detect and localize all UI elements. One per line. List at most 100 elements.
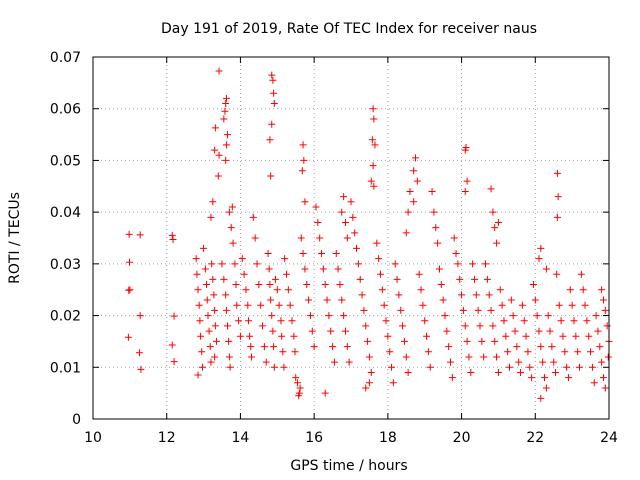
data-point	[203, 281, 211, 289]
data-point	[535, 255, 543, 263]
data-point	[270, 100, 278, 108]
y-tick-label: 0.02	[50, 309, 81, 325]
data-point	[542, 265, 550, 273]
data-point	[347, 198, 355, 206]
data-point	[362, 384, 370, 392]
data-point	[266, 136, 274, 144]
data-point	[596, 343, 604, 351]
data-point	[465, 353, 473, 361]
data-point	[125, 230, 133, 238]
data-point	[222, 100, 230, 108]
data-point	[198, 348, 206, 356]
data-point	[125, 286, 133, 294]
data-point	[314, 218, 322, 226]
data-point	[483, 275, 491, 283]
data-point	[566, 286, 574, 294]
data-point	[498, 301, 506, 309]
data-point	[242, 286, 250, 294]
data-point	[579, 286, 587, 294]
data-point	[557, 317, 565, 325]
data-point	[291, 348, 299, 356]
data-point	[323, 296, 331, 304]
data-point	[537, 244, 545, 252]
data-point	[218, 260, 226, 268]
data-point	[539, 358, 547, 366]
data-point	[428, 187, 436, 195]
data-point	[200, 244, 208, 252]
y-tick-label: 0.01	[50, 360, 81, 376]
data-point	[303, 281, 311, 289]
data-point	[255, 281, 263, 289]
data-point	[469, 260, 477, 268]
data-point	[550, 358, 558, 366]
y-tick-label: 0.04	[50, 205, 81, 221]
data-point	[553, 270, 561, 278]
data-point	[552, 368, 560, 376]
data-point	[570, 317, 578, 325]
data-point	[215, 67, 223, 75]
data-point	[301, 265, 309, 273]
data-point	[292, 374, 300, 382]
data-point	[336, 281, 344, 289]
plot-frame	[92, 56, 610, 420]
data-point	[278, 332, 286, 340]
data-point	[391, 260, 399, 268]
data-point	[494, 218, 502, 226]
data-point	[194, 286, 202, 294]
data-point	[299, 141, 307, 149]
data-point	[126, 286, 134, 294]
data-point	[410, 198, 418, 206]
data-point	[280, 363, 288, 371]
data-point	[371, 141, 379, 149]
data-point	[277, 317, 285, 325]
data-point	[136, 312, 144, 320]
data-point	[520, 317, 528, 325]
data-point	[588, 363, 596, 371]
data-point	[435, 265, 443, 273]
data-point	[222, 94, 230, 102]
data-point	[439, 296, 447, 304]
data-point	[386, 348, 394, 356]
data-point	[257, 301, 265, 309]
data-point	[259, 322, 267, 330]
grid-lines	[93, 57, 609, 419]
data-point	[458, 291, 466, 299]
data-point	[447, 358, 455, 366]
data-point	[236, 332, 244, 340]
data-point	[404, 208, 412, 216]
data-point	[279, 348, 287, 356]
data-point	[368, 136, 376, 144]
data-point	[494, 368, 502, 376]
data-point	[204, 312, 212, 320]
data-point	[417, 286, 425, 294]
data-point	[559, 332, 567, 340]
data-point	[462, 144, 470, 151]
data-point	[196, 317, 204, 325]
data-point	[478, 337, 486, 345]
data-points	[124, 67, 613, 402]
data-point	[349, 213, 357, 221]
data-point	[434, 239, 442, 247]
data-point	[533, 312, 541, 320]
data-point	[298, 167, 306, 175]
data-point	[266, 281, 274, 289]
data-point	[472, 291, 480, 299]
data-point	[340, 312, 348, 320]
data-point	[222, 156, 230, 164]
data-point	[211, 353, 219, 361]
data-point	[370, 182, 378, 190]
data-point	[288, 317, 296, 325]
data-point	[284, 286, 292, 294]
x-tick-label: 12	[158, 430, 176, 446]
data-point	[432, 224, 440, 232]
data-point	[590, 379, 598, 387]
data-point	[264, 250, 272, 258]
data-point	[389, 379, 397, 387]
data-point	[343, 234, 351, 242]
data-point	[353, 244, 361, 252]
data-point	[168, 231, 176, 239]
data-point	[318, 250, 326, 258]
data-point	[294, 379, 302, 387]
data-point	[211, 146, 219, 154]
data-point	[397, 306, 405, 314]
